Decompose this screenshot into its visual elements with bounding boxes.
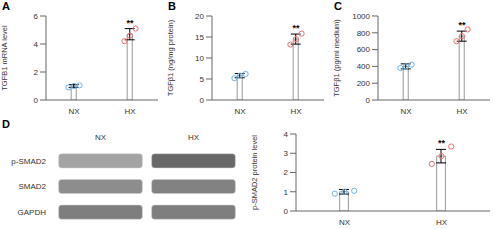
- svg-text:10: 10: [195, 54, 204, 63]
- svg-text:TGFβ1 (pg/ml medium): TGFβ1 (pg/ml medium): [332, 19, 341, 97]
- svg-text:GAPDH: GAPDH: [18, 208, 47, 217]
- svg-text:HX: HX: [188, 133, 200, 142]
- svg-text:**: **: [438, 138, 446, 148]
- svg-text:NX: NX: [339, 218, 351, 227]
- svg-text:800: 800: [357, 29, 371, 38]
- html-text:D: D: [2, 118, 10, 130]
- svg-text:4: 4: [34, 40, 39, 49]
- svg-text:HX: HX: [290, 107, 302, 116]
- svg-text:HX: HX: [456, 107, 468, 116]
- svg-text:NX: NX: [95, 133, 107, 142]
- svg-text:200: 200: [357, 79, 371, 88]
- svg-text:TGFβ1 (ng/mg protein): TGFβ1 (ng/mg protein): [166, 19, 175, 96]
- svg-text:1000: 1000: [352, 12, 370, 21]
- svg-text:2: 2: [284, 168, 289, 177]
- svg-text:4: 4: [284, 130, 289, 139]
- svg-text:6: 6: [34, 12, 39, 21]
- svg-text:1: 1: [284, 188, 289, 197]
- svg-text:2: 2: [34, 68, 39, 77]
- svg-text:p-SMAD2 protein level: p-SMAD2 protein level: [250, 135, 259, 210]
- svg-text:20: 20: [195, 12, 204, 21]
- svg-text:SMAD2: SMAD2: [18, 182, 46, 191]
- svg-text:HX: HX: [124, 107, 136, 116]
- svg-text:15: 15: [195, 33, 204, 42]
- svg-text:3: 3: [284, 149, 289, 158]
- svg-text:0: 0: [34, 96, 39, 105]
- svg-text:TGFB1 mRNA level: TGFB1 mRNA level: [8, 25, 9, 91]
- html-text:B: B: [168, 0, 176, 12]
- svg-text:0: 0: [200, 96, 205, 105]
- svg-text:**: **: [458, 20, 466, 30]
- svg-text:600: 600: [357, 45, 371, 54]
- svg-text:400: 400: [357, 62, 371, 71]
- svg-text:**: **: [126, 18, 134, 28]
- html-text:A: A: [2, 0, 10, 12]
- svg-text:NX: NX: [234, 107, 246, 116]
- svg-text:NX: NX: [400, 107, 412, 116]
- svg-text:HX: HX: [436, 218, 448, 227]
- svg-text:NX: NX: [68, 107, 80, 116]
- svg-text:0: 0: [284, 207, 289, 216]
- svg-text:0: 0: [366, 96, 371, 105]
- svg-text:p-SMAD2: p-SMAD2: [11, 157, 46, 166]
- svg-text:5: 5: [200, 75, 205, 84]
- svg-text:**: **: [292, 23, 300, 33]
- html-text:C: C: [334, 0, 342, 12]
